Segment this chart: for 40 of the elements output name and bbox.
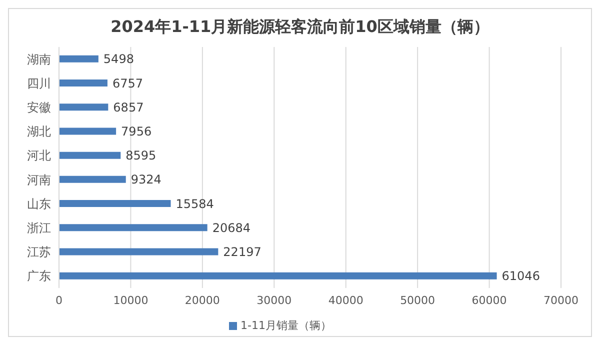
bar bbox=[59, 272, 497, 280]
data-label: 6857 bbox=[113, 100, 144, 114]
y-tick-label: 四川 bbox=[27, 76, 51, 90]
y-tick-label: 江苏 bbox=[27, 245, 51, 260]
data-label: 22197 bbox=[223, 244, 262, 259]
x-tick-label: 20000 bbox=[184, 294, 220, 307]
chart-title: 2024年1-11月新能源轻客流向前10区域销量（辆） bbox=[110, 17, 490, 38]
bar bbox=[59, 200, 171, 208]
bar bbox=[59, 152, 121, 159]
x-tick-label: 10000 bbox=[113, 294, 148, 307]
x-tick-label: 0 bbox=[56, 294, 62, 307]
bar bbox=[59, 104, 108, 111]
data-label: 9324 bbox=[130, 172, 162, 187]
legend-label: 1-11月销量（辆） bbox=[240, 319, 332, 332]
bar bbox=[59, 224, 208, 232]
y-tick-label: 广东 bbox=[27, 269, 51, 284]
bar bbox=[59, 128, 116, 135]
x-tick-label: 50000 bbox=[400, 294, 436, 307]
data-label: 61046 bbox=[502, 269, 540, 284]
x-tick-label: 30000 bbox=[256, 294, 292, 307]
y-tick-label: 河北 bbox=[27, 148, 51, 163]
data-label: 20684 bbox=[212, 220, 251, 235]
data-label: 15584 bbox=[176, 196, 214, 211]
data-label: 7956 bbox=[121, 124, 152, 138]
bar bbox=[59, 80, 108, 87]
bar bbox=[59, 176, 126, 183]
y-tick-label: 河南 bbox=[27, 172, 51, 187]
y-tick-label: 湖北 bbox=[27, 124, 51, 139]
x-tick-label: 60000 bbox=[472, 294, 507, 307]
y-tick-label: 安徽 bbox=[27, 100, 51, 115]
data-label: 5498 bbox=[103, 52, 134, 66]
data-label: 8595 bbox=[126, 148, 156, 163]
y-tick-label: 浙江 bbox=[27, 221, 51, 236]
y-tick-label: 湖南 bbox=[27, 52, 51, 66]
data-label: 6757 bbox=[112, 76, 144, 90]
x-tick-label: 70000 bbox=[544, 294, 578, 307]
x-tick-label: 40000 bbox=[328, 294, 364, 307]
bar bbox=[59, 248, 218, 256]
y-tick-label: 山东 bbox=[27, 196, 51, 211]
bar bbox=[59, 55, 98, 62]
